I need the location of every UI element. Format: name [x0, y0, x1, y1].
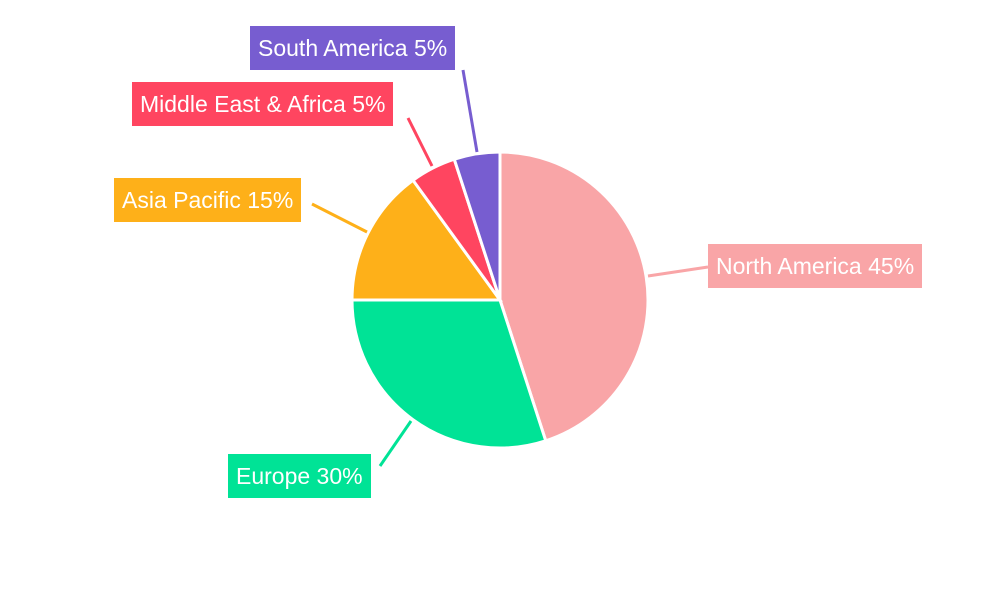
data-label: Middle East & Africa 5% [132, 82, 394, 126]
pie-slice-north-america[interactable] [498, 150, 650, 443]
leader-line [647, 265, 709, 278]
data-label: South America 5% [250, 26, 456, 70]
pie-slice-asia-pacific[interactable] [350, 178, 503, 302]
data-label: Europe 30% [228, 454, 371, 498]
leader-line [311, 202, 368, 234]
leader-line [406, 117, 434, 167]
pie-slice-south-america[interactable] [452, 150, 502, 301]
data-label: North America 45% [708, 244, 923, 288]
data-label: Asia Pacific 15% [114, 178, 302, 222]
leader-line [378, 420, 413, 467]
leader-line [461, 69, 479, 153]
pie-slice-europe[interactable] [350, 298, 548, 450]
